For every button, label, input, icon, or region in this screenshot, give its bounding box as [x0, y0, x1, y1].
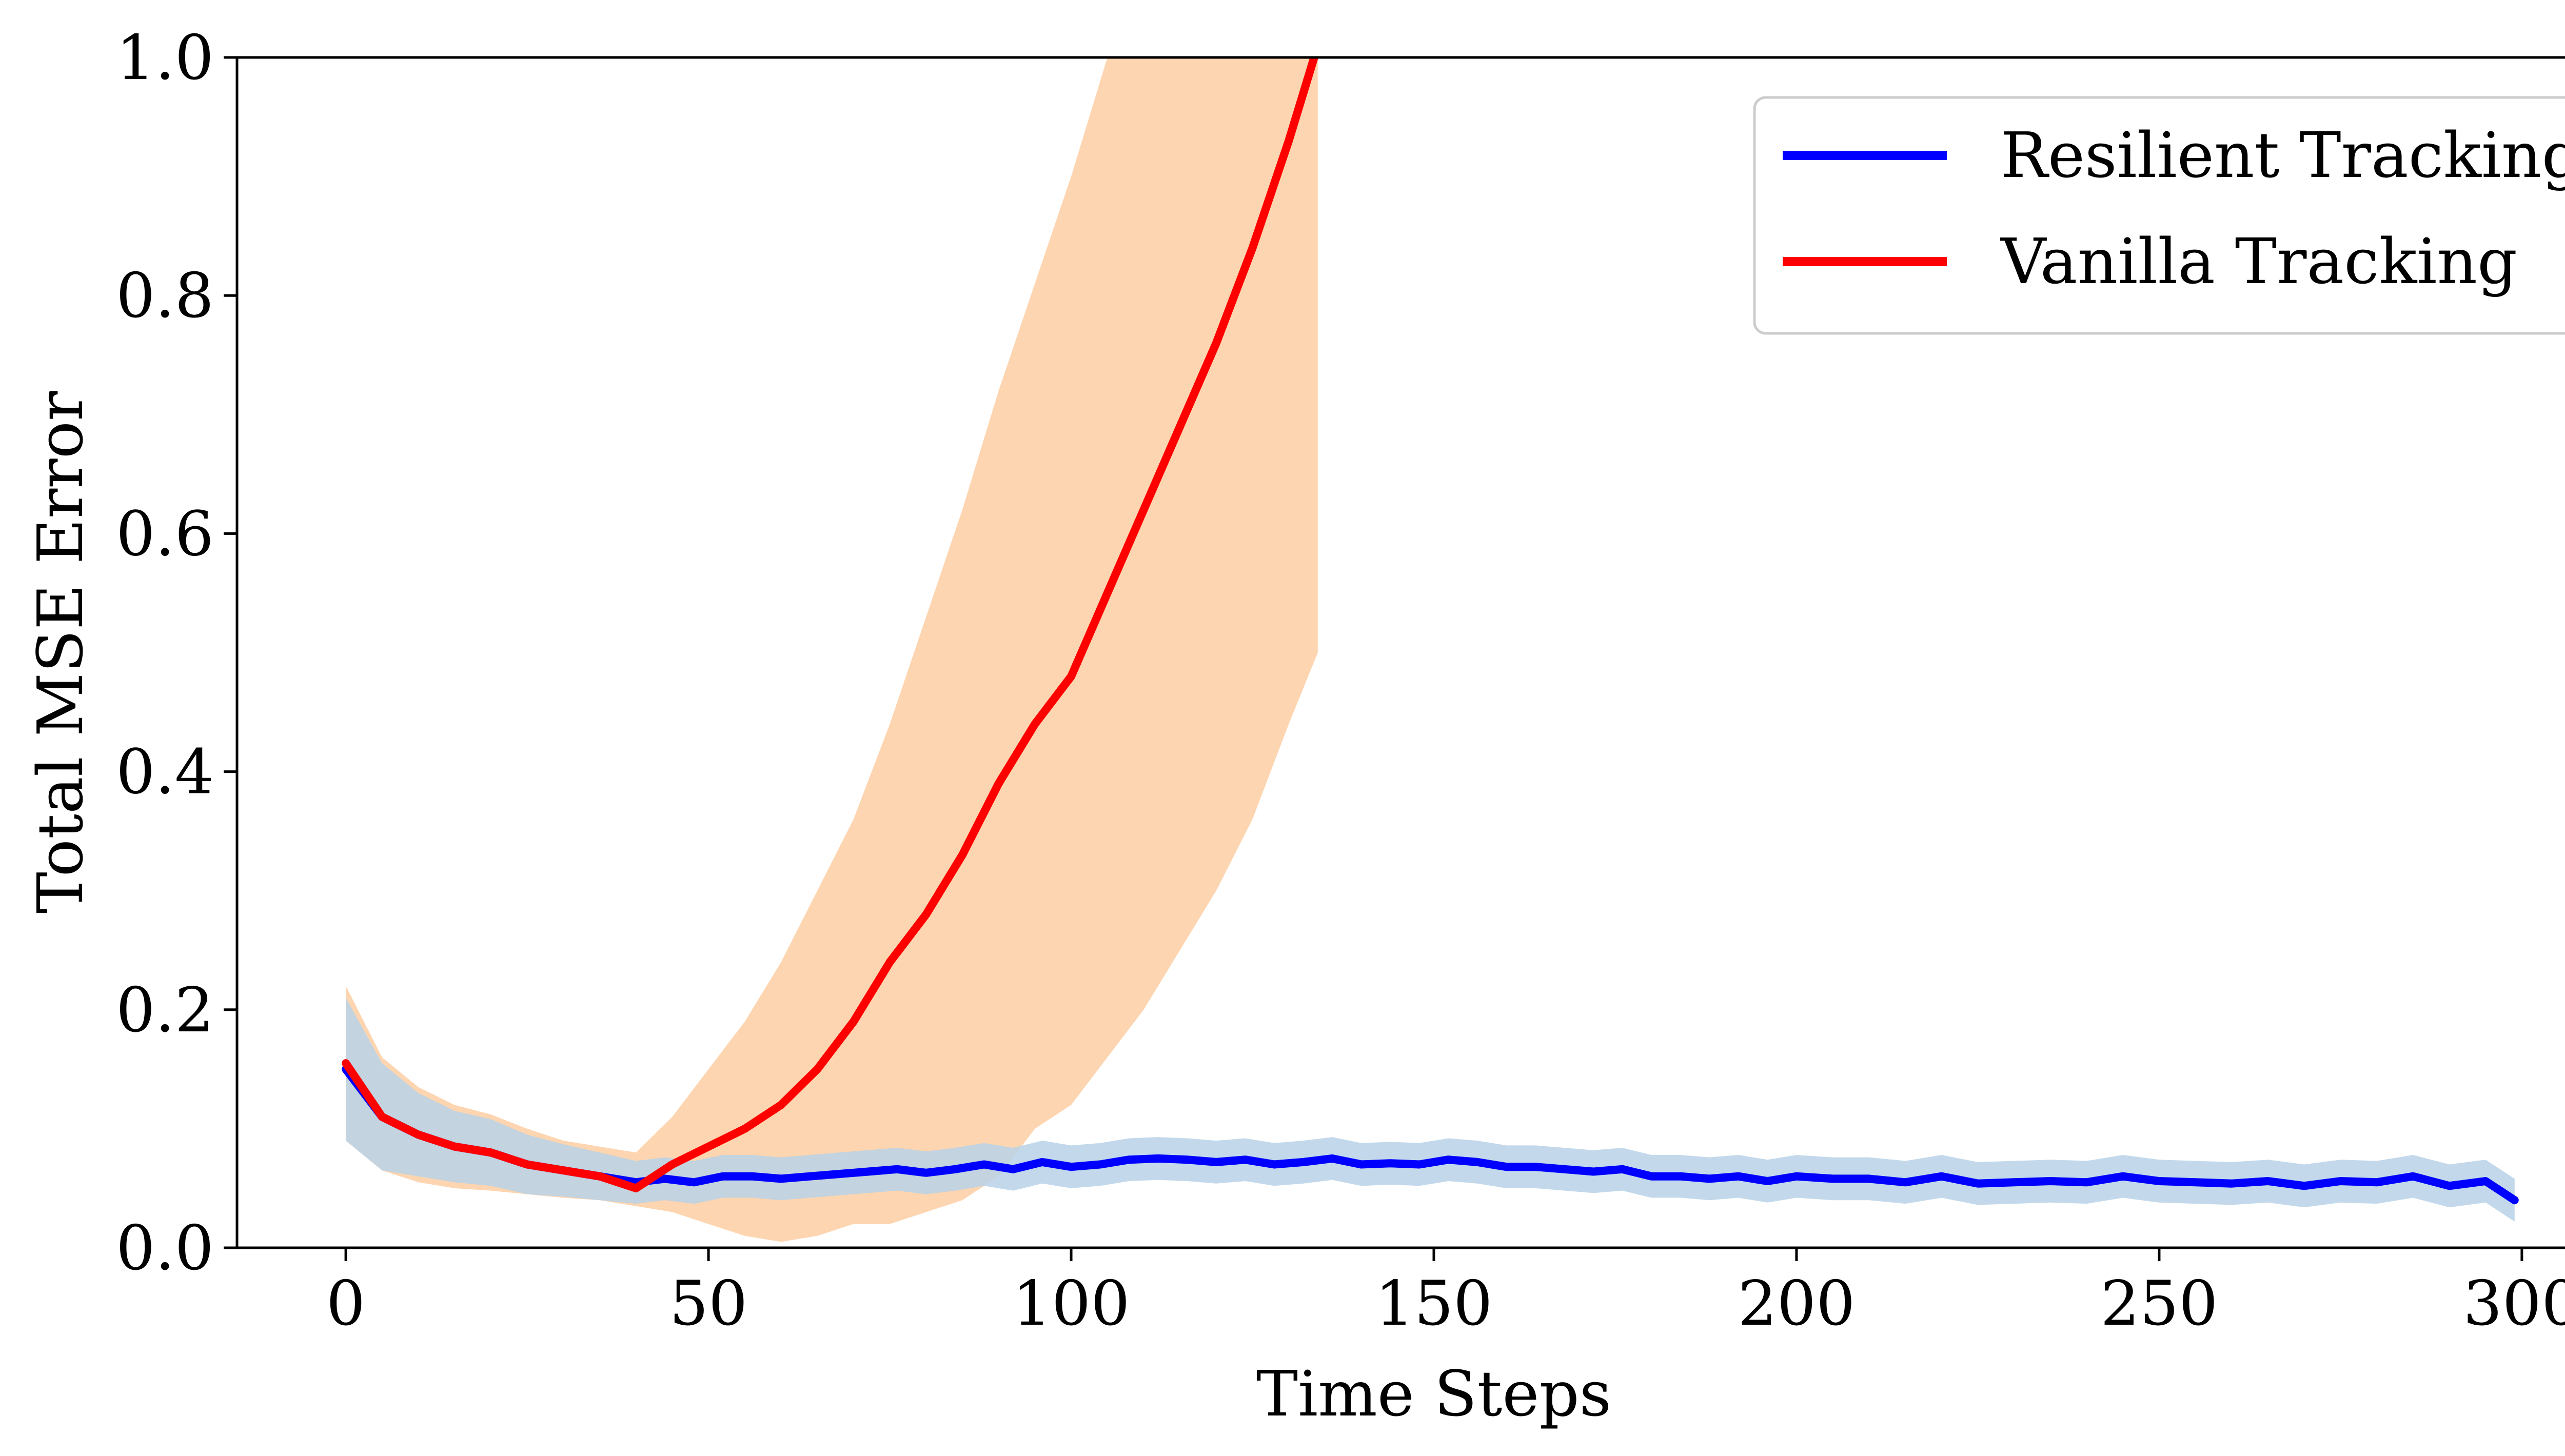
legend-label-resilient-tracking: Resilient Tracking	[2001, 119, 2565, 192]
vanilla-tracking-band	[346, 57, 1318, 1242]
vanilla-tracking-line	[342, 57, 1319, 1192]
x-tick-label: 250	[2100, 1268, 2218, 1340]
confidence-bands	[346, 57, 2515, 1242]
y-tick-label: 0.6	[116, 498, 214, 570]
x-tick-label: 200	[1738, 1268, 1855, 1340]
legend-box	[1753, 96, 2565, 335]
legend: Resilient Tracking Vanilla Tracking	[1753, 96, 2565, 335]
x-tick-label: 0	[326, 1268, 365, 1340]
y-tick-label: 0.8	[116, 261, 214, 332]
x-tick-label: 300	[2463, 1268, 2565, 1340]
x-tick-label: 100	[1013, 1268, 1130, 1340]
resilient-tracking-band	[346, 998, 2515, 1222]
x-axis-ticks: 0 50 100 150 200 250 300	[326, 1248, 2565, 1340]
series-lines	[342, 57, 2519, 1205]
y-tick-label: 0.2	[116, 975, 214, 1046]
y-axis-ticks: 0.0 0.2 0.4 0.6 0.8 1.0	[116, 23, 237, 1284]
y-tick-label: 0.4	[116, 737, 214, 808]
y-tick-label: 1.0	[116, 23, 214, 94]
x-axis-title: Time Steps	[1256, 1358, 1612, 1430]
legend-label-vanilla-tracking: Vanilla Tracking	[2000, 225, 2517, 298]
y-axis-title: Total MSE Error	[24, 391, 97, 913]
x-tick-label: 50	[669, 1268, 748, 1340]
x-tick-label: 150	[1375, 1268, 1492, 1340]
y-tick-label: 0.0	[116, 1213, 214, 1284]
resilient-tracking-line	[342, 1065, 2519, 1205]
